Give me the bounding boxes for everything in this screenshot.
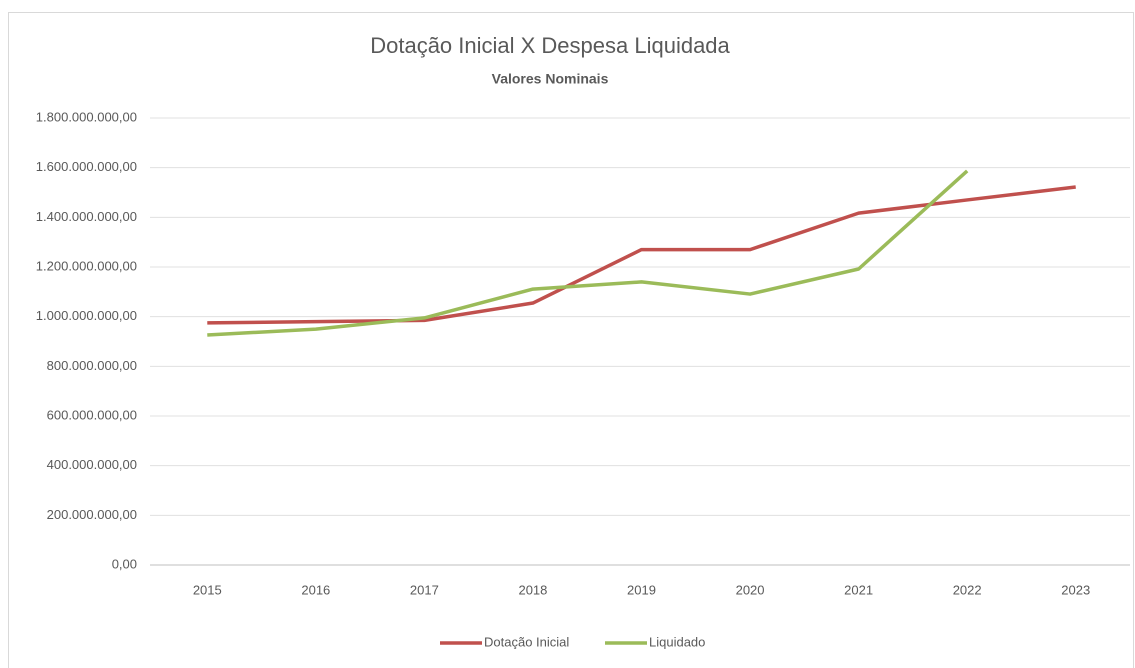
- chart-title: Dotação Inicial X Despesa Liquidada: [370, 33, 730, 58]
- x-tick-label: 2020: [736, 582, 765, 597]
- chart-frame: [8, 12, 1134, 668]
- y-tick-label: 0,00: [112, 556, 137, 571]
- y-tick-label: 1.800.000.000,00: [36, 109, 137, 124]
- x-tick-label: 2018: [518, 582, 547, 597]
- series-line: [207, 169, 969, 337]
- y-tick-label: 1.000.000.000,00: [36, 308, 137, 323]
- x-tick-label: 2022: [953, 582, 982, 597]
- legend-label: Liquidado: [649, 634, 705, 649]
- x-tick-label: 2017: [410, 582, 439, 597]
- y-tick-label: 400.000.000,00: [47, 457, 137, 472]
- y-tick-label: 200.000.000,00: [47, 507, 137, 522]
- y-tick-label: 1.600.000.000,00: [36, 159, 137, 174]
- legend-label: Dotação Inicial: [484, 634, 569, 649]
- x-tick-label: 2019: [627, 582, 656, 597]
- x-tick-label: 2023: [1061, 582, 1090, 597]
- y-tick-label: 800.000.000,00: [47, 358, 137, 373]
- x-tick-label: 2015: [193, 582, 222, 597]
- y-tick-label: 1.400.000.000,00: [36, 209, 137, 224]
- y-tick-label: 1.200.000.000,00: [36, 258, 137, 273]
- y-tick-label: 600.000.000,00: [47, 407, 137, 422]
- chart-subtitle: Valores Nominais: [492, 71, 609, 87]
- x-tick-label: 2021: [844, 582, 873, 597]
- x-tick-label: 2016: [301, 582, 330, 597]
